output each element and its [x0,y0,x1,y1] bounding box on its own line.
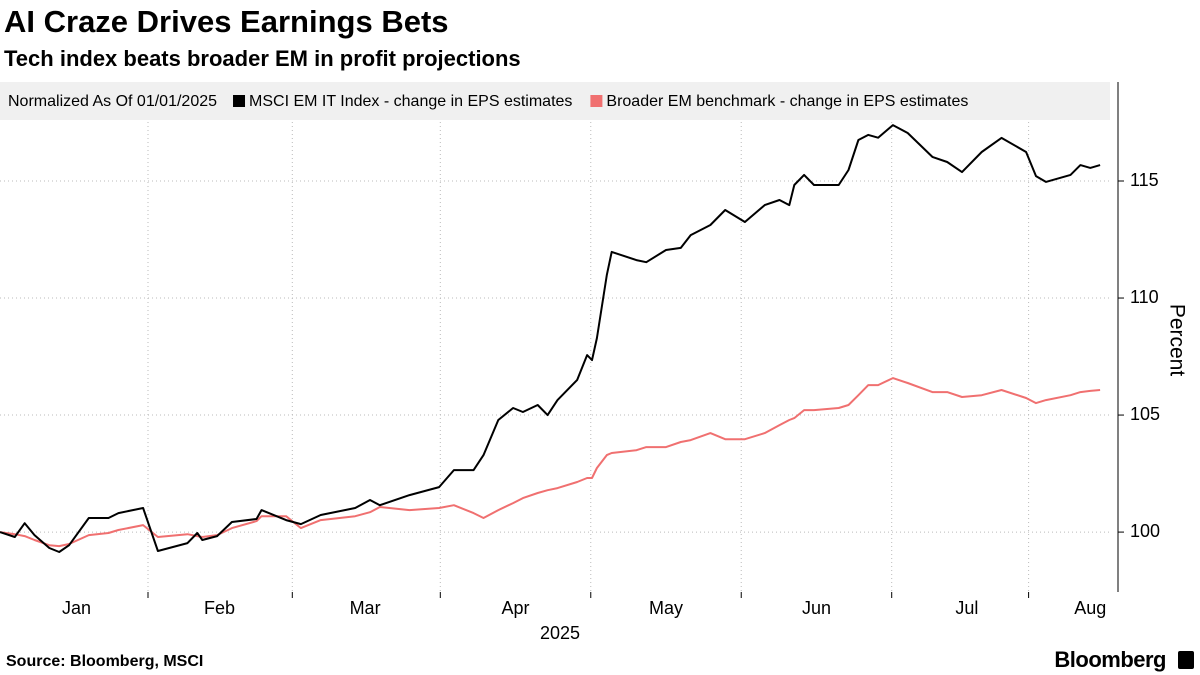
x-tick-label: Jan [62,598,91,618]
legend-swatch [233,95,246,107]
y-tick-label: 110 [1130,287,1159,307]
brand: Bloomberg [1054,647,1166,672]
brand-icon [1178,651,1194,669]
x-tick-label: Jul [955,598,978,618]
chart-title: AI Craze Drives Earnings Bets [4,4,449,39]
x-tick-label: Apr [502,598,530,618]
x-tick-label: Feb [204,598,235,618]
legend-label: MSCI EM IT Index - change in EPS estimat… [249,93,572,110]
x-axis-label: 2025 [540,623,580,643]
legend-band [0,82,1110,120]
legend-label: Broader EM benchmark - change in EPS est… [606,93,968,110]
legend-swatch [590,95,603,107]
y-tick-label: 100 [1130,521,1160,541]
y-tick-label: 105 [1130,404,1160,424]
x-tick-label: Aug [1074,598,1106,618]
x-tick-label: Mar [350,598,381,618]
x-tick-label: May [649,598,683,618]
chart-subtitle: Tech index beats broader EM in profit pr… [4,46,521,71]
y-tick-label: 115 [1130,170,1159,190]
y-axis-label: Percent [1165,304,1188,377]
series-line [0,377,1101,548]
legend-title: Normalized As Of 01/01/2025 [8,93,217,110]
source: Source: Bloomberg, MSCI [6,653,203,670]
x-tick-label: Jun [802,598,831,618]
series-line [0,124,1101,553]
